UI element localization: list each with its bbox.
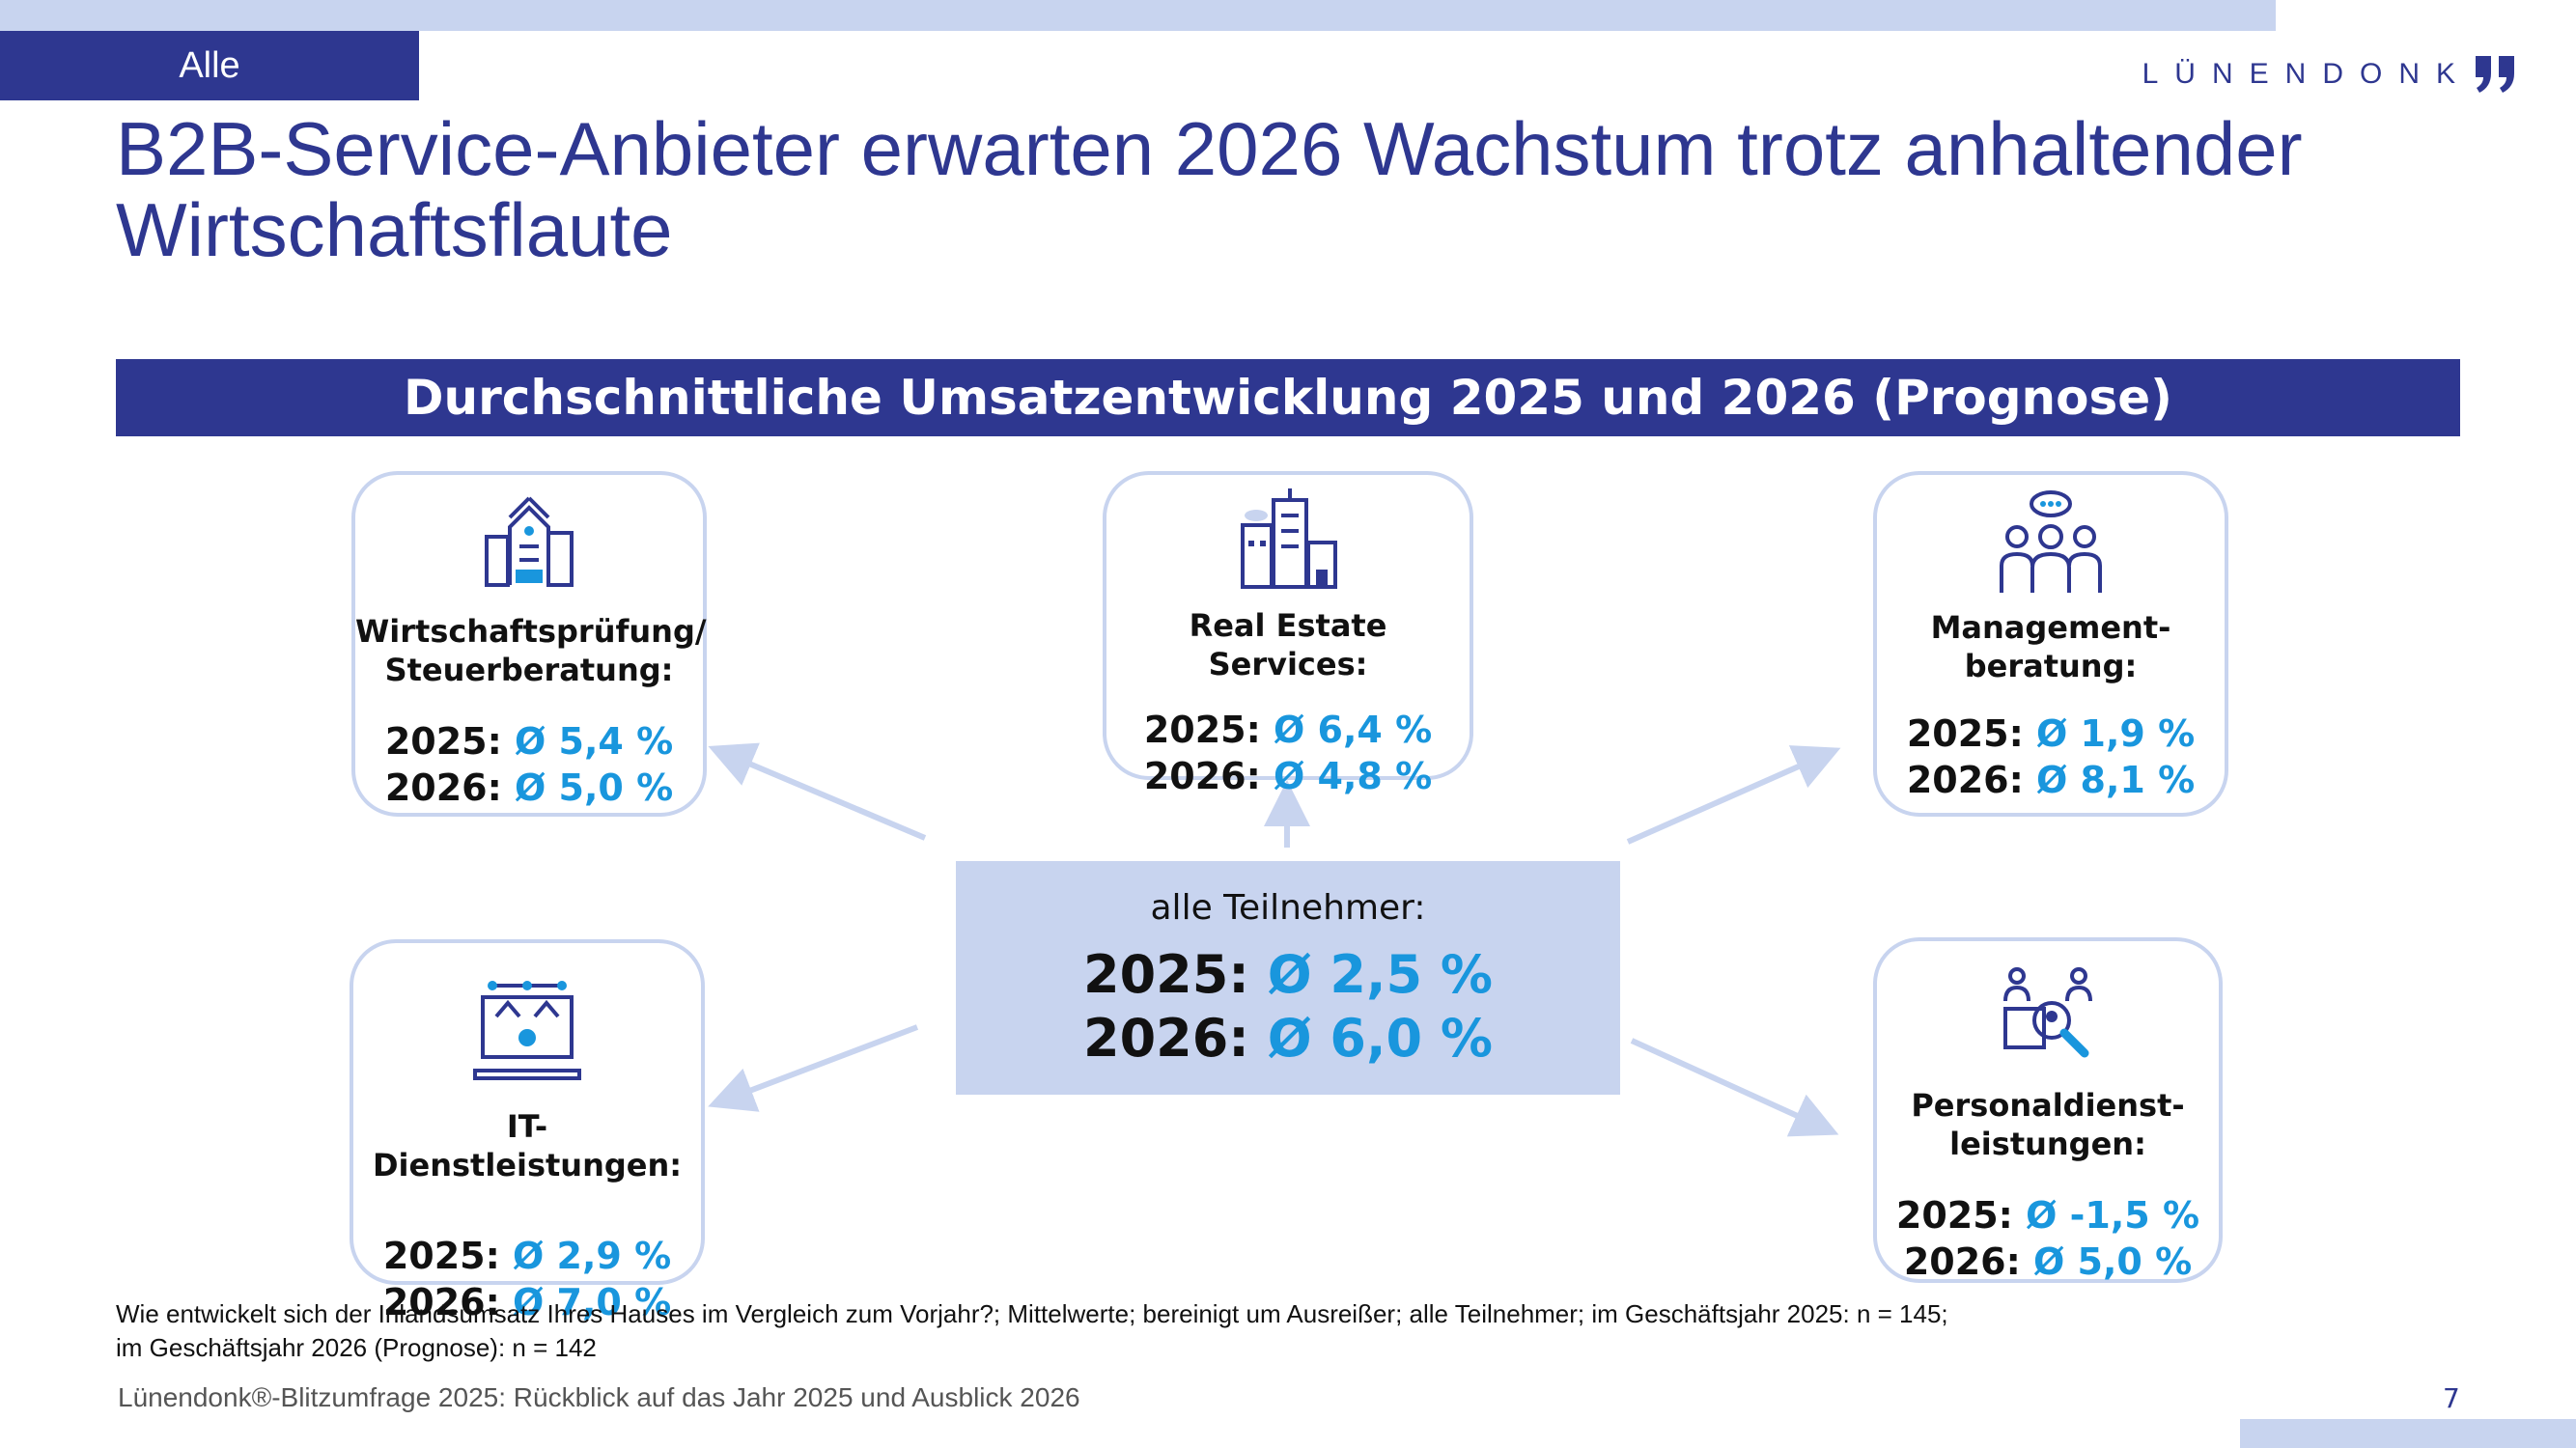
footnote-line2: im Geschäftsjahr 2026 (Prognose): n = 14… bbox=[116, 1333, 597, 1362]
year-2025-label: 2025: bbox=[1143, 709, 1261, 751]
office-towers-icon bbox=[1241, 488, 1337, 589]
page-number: 7 bbox=[2443, 1382, 2460, 1414]
footnote: Wie entwickelt sich der Inlandsumsatz Ih… bbox=[116, 1297, 1948, 1365]
segment-card-it: IT-Dienstleistungen: 2025: Ø 2,9 % 2026:… bbox=[350, 939, 705, 1323]
top-accent-bar bbox=[0, 0, 2276, 31]
value-2026: Ø 5,0 % bbox=[2033, 1240, 2193, 1283]
corner-accent-bar bbox=[2240, 1419, 2576, 1448]
segment-title-line1: Personaldienst- bbox=[1911, 1087, 2185, 1124]
value-2025: Ø 1,9 % bbox=[2036, 712, 2196, 755]
year-2025-label: 2025: bbox=[1895, 1194, 2013, 1237]
year-2025-label: 2025: bbox=[384, 720, 502, 763]
value-2025: Ø -1,5 % bbox=[2026, 1194, 2200, 1237]
year-2026-label: 2026: bbox=[1903, 1240, 2021, 1283]
quote-mark-icon bbox=[2476, 56, 2514, 93]
footer-source: Lünendonk®-Blitzumfrage 2025: Rückblick … bbox=[118, 1382, 1080, 1412]
arrow-to-it bbox=[708, 1024, 919, 1112]
segment-title-line1: Wirtschaftsprüfung/ bbox=[355, 613, 707, 650]
segment-title-line1: IT-Dienstleistungen: bbox=[372, 1108, 683, 1183]
section-banner: Durchschnittliche Umsatzentwicklung 2025… bbox=[116, 359, 2460, 436]
year-2026-label: 2026: bbox=[384, 766, 502, 809]
year-2025-label: 2025: bbox=[382, 1235, 500, 1277]
year-2026-label: 2026: bbox=[1083, 1008, 1249, 1069]
luenendonk-logo: LÜNENDONK bbox=[2142, 50, 2520, 98]
segment-card-personal: Personaldienst- leistungen: 2025: Ø -1,5… bbox=[1873, 937, 2223, 1283]
value-2026: Ø 4,8 % bbox=[1274, 755, 1433, 797]
logo-text: LÜNENDONK bbox=[2142, 58, 2472, 90]
value-2026: Ø 6,0 % bbox=[1267, 1008, 1493, 1069]
segment-card-real-estate: Real Estate Services: 2025: Ø 6,4 % 2026… bbox=[1103, 471, 1473, 797]
segment-card-wirtschaftspruefung: Wirtschaftsprüfung/ Steuerberatung: 2025… bbox=[351, 471, 707, 817]
value-2026: Ø 8,1 % bbox=[2036, 759, 2196, 801]
value-2025: Ø 2,5 % bbox=[1267, 944, 1493, 1005]
value-2026: Ø 7,0 % bbox=[513, 1281, 672, 1323]
team-discussion-icon bbox=[2000, 490, 2102, 593]
value-2025: Ø 2,9 % bbox=[513, 1235, 672, 1277]
all-participants-title: alle Teilnehmer: bbox=[1150, 888, 1426, 928]
recruiting-search-icon bbox=[2003, 967, 2092, 1058]
city-buildings-icon bbox=[485, 496, 574, 587]
segment-card-management: Management- beratung: 2025: Ø 1,9 % 2026… bbox=[1873, 471, 2228, 817]
segment-title-line2: Steuerberatung: bbox=[384, 652, 674, 688]
arrow-to-wp bbox=[708, 742, 927, 841]
segment-title-line1: Management- bbox=[1930, 609, 2171, 646]
arrow-to-pd bbox=[1630, 1038, 1839, 1137]
value-2025: Ø 5,4 % bbox=[515, 720, 674, 763]
year-2025-label: 2025: bbox=[1906, 712, 2024, 755]
year-2026-label: 2026: bbox=[382, 1281, 500, 1323]
value-2026: Ø 5,0 % bbox=[515, 766, 674, 809]
all-participants-box: alle Teilnehmer: 2025: Ø 2,5 % 2026: Ø 6… bbox=[956, 861, 1620, 1095]
segment-title-line2: leistungen: bbox=[1949, 1126, 2146, 1162]
footnote-line1: Wie entwickelt sich der Inlandsumsatz Ih… bbox=[116, 1299, 1948, 1328]
arrow-to-mb bbox=[1626, 745, 1841, 845]
filter-tag: Alle bbox=[0, 31, 419, 100]
segment-title-line2: beratung: bbox=[1964, 648, 2138, 684]
year-2025-label: 2025: bbox=[1083, 944, 1249, 1005]
segment-title-line1: Real Estate Services: bbox=[1189, 607, 1387, 682]
page-title: B2B-Service-Anbieter erwarten 2026 Wachs… bbox=[116, 106, 2303, 272]
year-2026-label: 2026: bbox=[1906, 759, 2024, 801]
value-2025: Ø 6,4 % bbox=[1274, 709, 1433, 751]
laptop-gear-icon bbox=[473, 981, 581, 1080]
year-2026-label: 2026: bbox=[1143, 755, 1261, 797]
